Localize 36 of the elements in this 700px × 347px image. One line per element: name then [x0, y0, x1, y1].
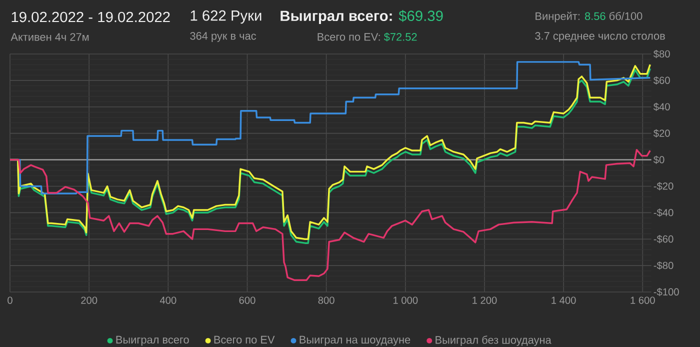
text: 3.7 среднее число столов — [535, 32, 665, 42]
x-tick-label: 0 — [8, 296, 12, 304]
x-tick-label: 600 — [239, 296, 256, 304]
x-tick-label: 1 600 — [630, 296, 655, 304]
text: Активен 4ч 27м — [10, 33, 89, 41]
text: 1 622 Руки — [190, 10, 262, 24]
chart-title: 19.02.2022 - 19.02.2022 — [12, 12, 170, 22]
y-tick-label: -$100 — [654, 288, 679, 296]
text: 8.56 — [585, 12, 606, 20]
text: Винрейт: — [536, 12, 580, 22]
x-tick-label: 1 000 — [393, 296, 418, 304]
legend-label: Всего по EV — [214, 336, 275, 344]
text: Всего по EV: — [318, 33, 380, 41]
y-tick-label: -$60 — [654, 235, 674, 244]
text: $69.39 — [398, 10, 443, 22]
text: Выиграл всего: — [280, 10, 392, 24]
x-tick-label: 1 200 — [472, 296, 497, 304]
y-tick-label: $40 — [653, 102, 670, 111]
line-series — [9, 148, 652, 281]
legend-label: Выиграл всего — [116, 336, 189, 346]
y-tick-label: -$20 — [654, 182, 674, 190]
x-tick-label: 800 — [318, 296, 334, 304]
text: 364 рук в час — [190, 32, 256, 42]
legend-label: Выиграл без шоудауна — [436, 336, 552, 346]
y-tick-label: $20 — [653, 129, 670, 138]
text: $72.52 — [384, 32, 417, 42]
y-tick-label: $60 — [653, 76, 670, 85]
x-tick-label: 1 400 — [552, 296, 576, 304]
y-tick-label: $80 — [653, 50, 670, 58]
y-tick-label: -$80 — [654, 261, 674, 270]
y-tick-label: -$40 — [654, 208, 674, 217]
x-tick-label: 200 — [81, 296, 98, 304]
y-tick-label: $0 — [653, 156, 664, 164]
x-tick-label: 400 — [160, 296, 176, 304]
text: бб/100 — [609, 12, 642, 20]
legend-label: Выиграл на шоудауне — [300, 336, 410, 346]
